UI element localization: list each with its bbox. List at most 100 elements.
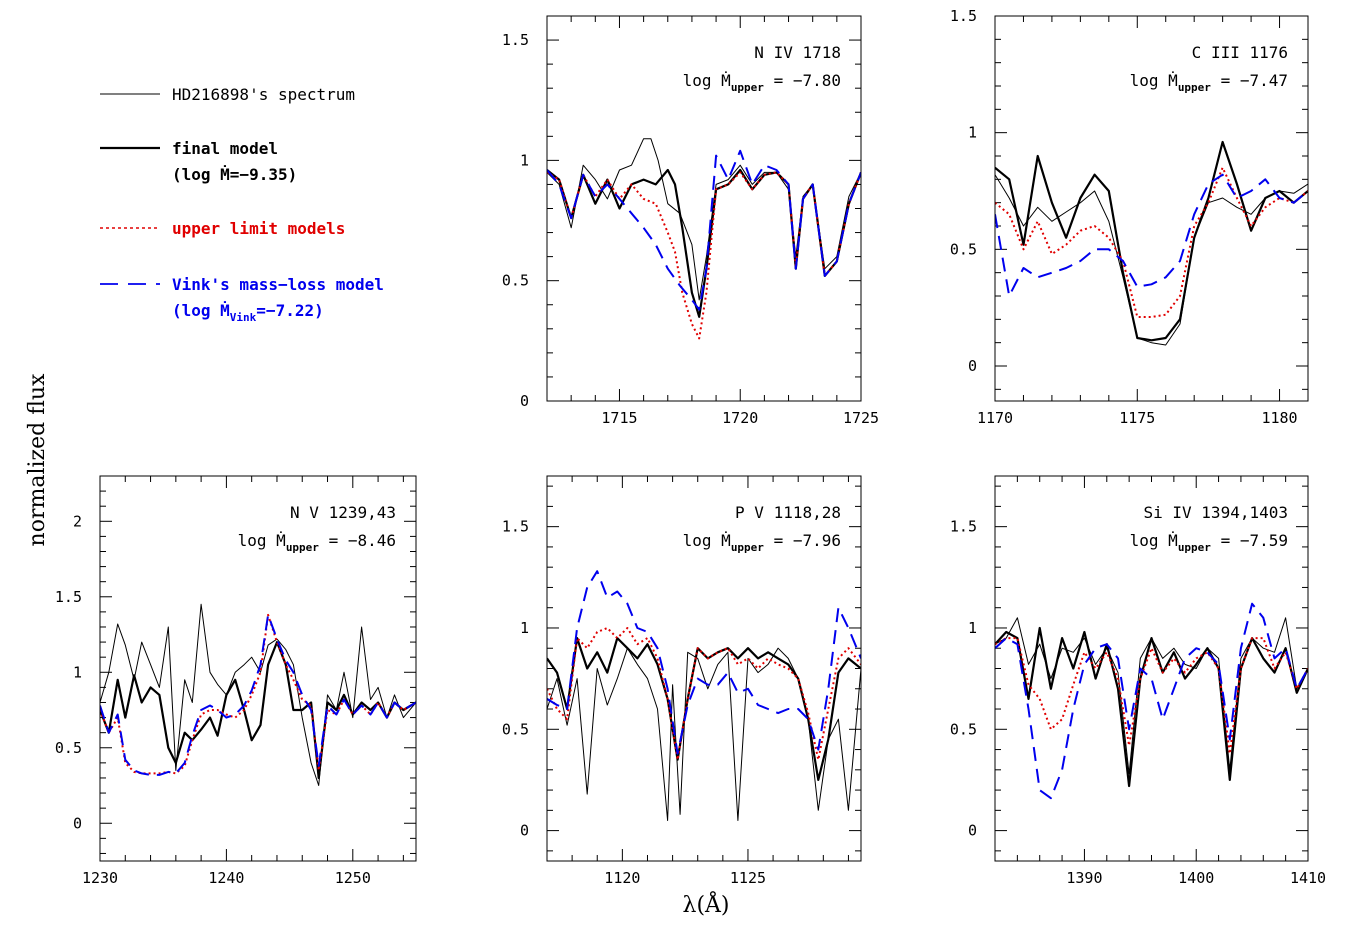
panel-annotation: log Ṁupper = −8.46 xyxy=(238,531,396,554)
series-upper xyxy=(547,171,861,340)
y-tick-label: 0.5 xyxy=(55,739,82,757)
legend-upper-label: upper limit models xyxy=(172,219,345,238)
panel-frame xyxy=(994,475,1309,862)
y-tick-label: 0 xyxy=(520,822,529,840)
y-tick-label: 0.5 xyxy=(950,240,977,258)
panel-title: P V 1118,28 xyxy=(735,503,841,522)
y-tick-label: 1.5 xyxy=(502,518,529,536)
panel-2: 1170 1175 1180 0 0.5 1 1.5 C III 1176 log Ṁupper… xyxy=(950,7,1309,427)
annotation-prefix: log Ṁ xyxy=(683,71,731,90)
y-axis-label: normalized flux xyxy=(25,373,50,547)
x-tick-label: 1170 xyxy=(977,409,1013,427)
series-upper xyxy=(100,613,416,775)
series-vink xyxy=(995,173,1308,297)
x-tick-label: 1410 xyxy=(1290,869,1326,887)
annotation-prefix: log Ṁ xyxy=(1130,531,1178,550)
y-tick-label: 0 xyxy=(73,814,82,832)
y-tick-label: 1 xyxy=(520,619,529,637)
x-axis-label: λ(Å) xyxy=(683,890,730,918)
series-vink xyxy=(995,602,1308,800)
panel-annotation: log Ṁupper = −7.59 xyxy=(1130,531,1288,554)
series-final xyxy=(995,626,1308,788)
legend-vink-value: (log ṀVink=−7.22) xyxy=(172,301,324,324)
annotation-value: = −8.46 xyxy=(319,531,396,550)
y-tick-label: 0 xyxy=(968,822,977,840)
y-tick-label: 0.5 xyxy=(502,272,529,290)
legend-vink-label: Vink's mass−loss model xyxy=(172,275,384,294)
annotation-value: = −7.96 xyxy=(764,531,841,550)
annotation-value: = −7.80 xyxy=(764,71,841,90)
x-tick-label: 1715 xyxy=(601,409,637,427)
annotation-prefix: log Ṁ xyxy=(238,531,286,550)
x-tick-label: 1725 xyxy=(843,409,879,427)
panel-title: N V 1239,43 xyxy=(290,503,396,522)
legend-vink-value-a: (log Ṁ xyxy=(172,301,230,320)
panel-frame xyxy=(99,475,417,862)
panel-annotation: log Ṁupper = −7.96 xyxy=(683,531,841,554)
legend-vink-value-sub: Vink xyxy=(230,311,257,324)
panel-frame xyxy=(994,15,1309,402)
y-tick-label: 1 xyxy=(968,124,977,142)
series-upper xyxy=(995,637,1308,755)
series-final xyxy=(100,641,416,780)
y-tick-label: 1.5 xyxy=(502,31,529,49)
x-tick-label: 1390 xyxy=(1066,869,1102,887)
panel-1: 1715 1720 1725 0 0.5 1 1.5 N IV 1718 log Ṁupper … xyxy=(502,15,879,427)
x-tick-label: 1125 xyxy=(730,869,766,887)
legend-observed-label: HD216898's spectrum xyxy=(172,85,355,104)
series-vink xyxy=(547,149,861,311)
series-observed xyxy=(995,174,1308,346)
series-upper xyxy=(995,166,1308,318)
series-vink xyxy=(100,613,416,776)
annotation-value: = −7.59 xyxy=(1211,531,1288,550)
panel-annotation: log Ṁupper = −7.80 xyxy=(683,71,841,94)
x-tick-label: 1175 xyxy=(1119,409,1155,427)
series-observed xyxy=(547,138,861,301)
panel-title: C III 1176 xyxy=(1192,43,1288,62)
x-tick-label: 1120 xyxy=(604,869,640,887)
y-tick-label: 1.5 xyxy=(950,7,977,25)
panel-frame xyxy=(546,475,862,862)
y-tick-label: 0.5 xyxy=(950,720,977,738)
y-tick-label: 0 xyxy=(520,392,529,410)
annotation-prefix: log Ṁ xyxy=(683,531,731,550)
x-tick-label: 1180 xyxy=(1261,409,1297,427)
annotation-sub: upper xyxy=(286,541,319,554)
x-tick-label: 1400 xyxy=(1178,869,1214,887)
y-tick-label: 1 xyxy=(73,663,82,681)
y-tick-label: 1.5 xyxy=(950,518,977,536)
annotation-prefix: log Ṁ xyxy=(1130,71,1178,90)
panel-5: 1390 1400 1410 0 0.5 1 1.5 Si IV 1394,1403 log Ṁ… xyxy=(950,475,1326,887)
panel-frame xyxy=(546,15,862,402)
annotation-sub: upper xyxy=(1178,81,1211,94)
series-final xyxy=(547,637,861,781)
panel-annotation: log Ṁupper = −7.47 xyxy=(1130,71,1288,94)
y-tick-label: 2 xyxy=(73,512,82,530)
y-tick-label: 0.5 xyxy=(502,720,529,738)
y-tick-label: 1 xyxy=(968,619,977,637)
annotation-sub: upper xyxy=(731,81,764,94)
legend-final-value: (log Ṁ=−9.35) xyxy=(172,165,297,184)
series-vink xyxy=(547,570,861,755)
panel-title: N IV 1718 xyxy=(754,43,841,62)
series-upper xyxy=(547,627,861,761)
y-tick-label: 1 xyxy=(520,151,529,169)
legend-vink-value-b: =−7.22) xyxy=(256,301,323,320)
y-tick-label: 1.5 xyxy=(55,588,82,606)
x-tick-label: 1230 xyxy=(82,869,118,887)
annotation-value: = −7.47 xyxy=(1211,71,1288,90)
legend: HD216898's spectrum final model (log Ṁ=−… xyxy=(100,85,384,324)
y-tick-label: 0 xyxy=(968,357,977,375)
x-tick-label: 1720 xyxy=(722,409,758,427)
annotation-sub: upper xyxy=(1178,541,1211,554)
x-tick-label: 1240 xyxy=(208,869,244,887)
series-observed xyxy=(100,603,416,786)
series-final xyxy=(995,140,1308,342)
annotation-sub: upper xyxy=(731,541,764,554)
legend-final-label: final model xyxy=(172,139,278,158)
panel-title: Si IV 1394,1403 xyxy=(1144,503,1289,522)
